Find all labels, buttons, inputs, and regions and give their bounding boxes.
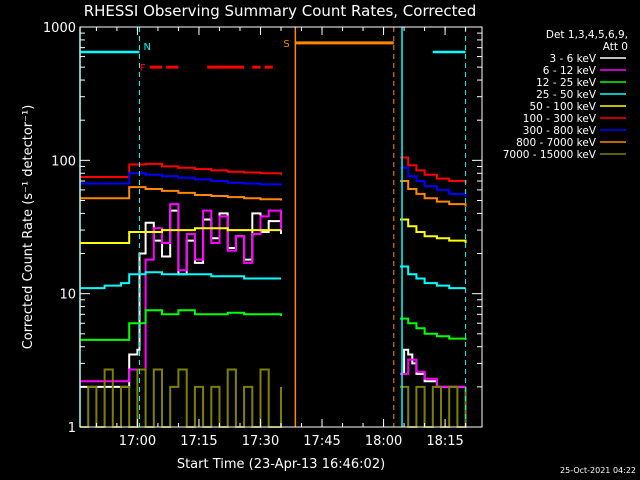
x-tick-label-2: 17:15 bbox=[180, 434, 217, 449]
x-axis-label: Start Time (23-Apr-13 16:46:02) bbox=[177, 457, 385, 472]
series-line-7-segment-2 bbox=[400, 166, 467, 198]
series-line-5-segment-2 bbox=[400, 218, 467, 243]
series-line-2-segment-1 bbox=[80, 203, 282, 383]
y-tick-label-3: 100 bbox=[51, 154, 76, 169]
saa-label: S bbox=[283, 39, 289, 50]
series-line-6-segment-2 bbox=[400, 156, 467, 184]
series-line-3-segment-1 bbox=[80, 309, 282, 341]
legend-label-5: 50 - 100 keV bbox=[529, 101, 596, 113]
series-line-7-segment-1 bbox=[80, 172, 282, 186]
x-tick-label-4: 17:45 bbox=[303, 434, 340, 449]
legend-label-9: 7000 - 15000 keV bbox=[503, 149, 597, 161]
y-tick-label-1: 1 bbox=[68, 421, 76, 436]
x-tick-label-3: 17:30 bbox=[242, 434, 279, 449]
x-tick-label-1: 17:00 bbox=[119, 434, 156, 449]
chart-title: RHESSI Observing Summary Count Rates, Co… bbox=[84, 2, 477, 20]
legend-label-2: 6 - 12 keV bbox=[543, 65, 597, 77]
flare-label: F bbox=[140, 63, 146, 74]
x-tick-label-5: 18:00 bbox=[365, 434, 402, 449]
axis-layer: 17:00 17:15 17:30 17:45 18:00 18:15 1 10 100 1000 bbox=[43, 21, 482, 449]
legend-label-1: 3 - 6 keV bbox=[549, 53, 596, 65]
y-tick-label-2: 10 bbox=[59, 288, 76, 303]
footer-date: 25-Oct-2021 04:22 bbox=[560, 466, 636, 475]
legend-label-6: 100 - 300 keV bbox=[523, 113, 597, 125]
series-layer bbox=[80, 156, 467, 428]
series-line-8-segment-1 bbox=[80, 186, 282, 201]
legend-label-4: 25 - 50 keV bbox=[536, 89, 597, 101]
series-line-5-segment-1 bbox=[80, 227, 281, 244]
legend-header-2: Att 0 bbox=[603, 41, 628, 53]
legend-header-1: Det 1,3,4,5,6,9, bbox=[546, 29, 628, 41]
series-line-6-segment-1 bbox=[80, 162, 282, 178]
series-line-8-segment-2 bbox=[400, 180, 467, 207]
x-tick-label-6: 18:15 bbox=[426, 434, 463, 449]
legend-label-7: 300 - 800 keV bbox=[523, 125, 597, 137]
series-line-3-segment-2 bbox=[400, 317, 467, 340]
night-label: N bbox=[143, 42, 150, 53]
series-line-4-segment-2 bbox=[400, 265, 466, 290]
legend-label-8: 800 - 7000 keV bbox=[516, 137, 597, 149]
y-axis-label: Corrected Count Rate (s⁻¹ detector⁻¹) bbox=[21, 105, 36, 350]
series-line-4-segment-1 bbox=[80, 271, 281, 290]
legend-label-3: 12 - 25 keV bbox=[536, 77, 597, 89]
y-tick-label-4: 1000 bbox=[43, 21, 76, 36]
